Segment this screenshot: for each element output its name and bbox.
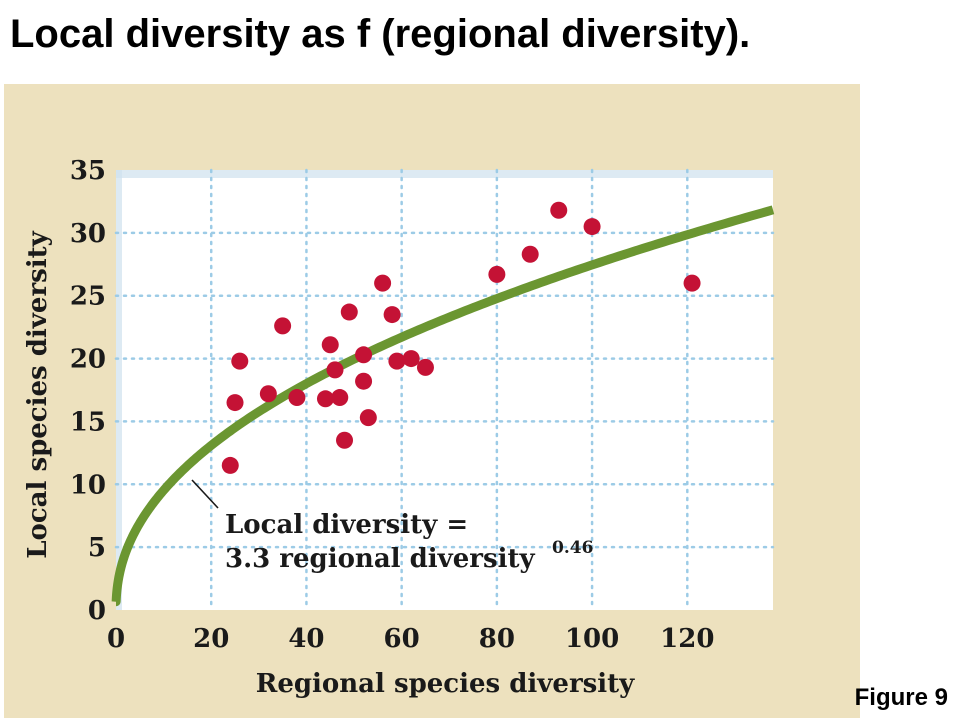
data-points [221, 201, 701, 474]
data-point [288, 389, 306, 407]
fit-curve-group [111, 205, 775, 607]
data-point [402, 350, 420, 368]
data-point [326, 361, 344, 379]
figure-label: Figure 9 [854, 684, 948, 711]
x-tick-label: 40 [288, 624, 324, 654]
data-point [355, 372, 373, 390]
data-point [355, 346, 373, 364]
x-tick-label: 0 [107, 624, 125, 654]
x-axis-title: Regional species diversity [256, 669, 635, 699]
y-tick-label: 15 [70, 407, 106, 437]
data-point [488, 265, 506, 283]
data-point [336, 431, 354, 449]
data-point [274, 317, 292, 335]
x-tick-label: 60 [384, 624, 420, 654]
data-point [340, 303, 358, 321]
annotation-leader-line [191, 479, 219, 509]
data-point [521, 245, 539, 263]
data-point [316, 390, 334, 408]
y-tick-label: 10 [70, 470, 106, 500]
data-point [383, 306, 401, 324]
fit-equation-line1: Local diversity = [225, 510, 468, 540]
data-point [231, 352, 249, 370]
tick-labels: 0 5 10 15 20 25 30 35 0 20 40 60 80 100 120 [70, 156, 715, 654]
x-tick-label: 20 [193, 624, 229, 654]
x-tick-label: 100 [565, 624, 619, 654]
y-tick-label: 20 [70, 345, 106, 375]
slide-title: Local diversity as f (regional diversity… [10, 12, 751, 56]
data-point [221, 456, 239, 474]
y-tick-label: 5 [88, 533, 106, 563]
plot-left-shade [116, 170, 122, 610]
plot-top-shade [116, 170, 773, 178]
y-tick-label: 0 [88, 596, 106, 626]
y-tick-label: 30 [70, 219, 106, 249]
data-point [388, 352, 406, 370]
y-tick-label: 35 [70, 156, 106, 186]
data-point [550, 201, 568, 219]
x-tick-label: 120 [660, 624, 714, 654]
data-point [226, 394, 244, 412]
x-tick-label: 80 [479, 624, 515, 654]
data-point [321, 336, 339, 354]
fit-equation-exponent: 0.46 [552, 538, 593, 558]
data-point [331, 389, 349, 407]
data-point [416, 358, 434, 376]
fit-curve [111, 205, 775, 607]
data-point [683, 274, 701, 292]
y-tick-label: 25 [70, 282, 106, 312]
data-point [583, 218, 601, 236]
gridlines [114, 168, 775, 612]
y-axis-title: Local species diversity [23, 230, 53, 558]
data-point [359, 409, 377, 427]
data-point [259, 385, 277, 403]
fit-equation-line2: 3.3 regional diversity [225, 544, 536, 574]
data-point [374, 274, 392, 292]
